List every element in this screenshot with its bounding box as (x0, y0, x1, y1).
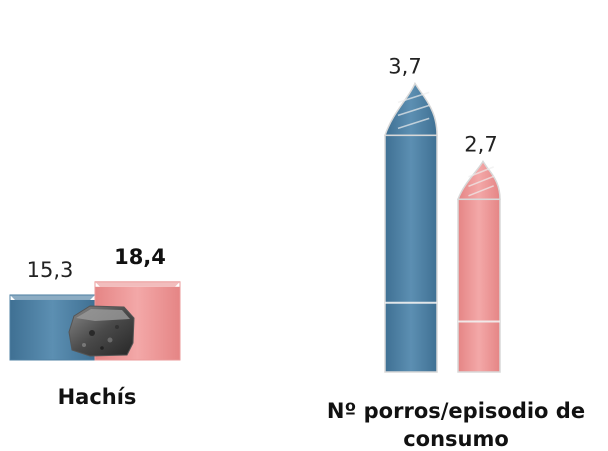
bar-porros-series-1 (383, 81, 438, 373)
category-label-porros-line2: consumo (403, 427, 509, 451)
hashish-block-image (68, 305, 135, 357)
porros-chart: 3,7 2,7 (383, 54, 501, 373)
category-label-porros-line1: Nº porros/episodio de (327, 399, 585, 423)
value-label-hachis-series-2: 18,4 (114, 245, 166, 269)
value-label-porros-series-2: 2,7 (464, 132, 497, 156)
value-label-hachis-series-1: 15,3 (27, 258, 74, 282)
category-label-hachis: Hachís (58, 385, 137, 409)
bar-porros-series-2 (456, 159, 501, 373)
value-label-porros-series-1: 3,7 (388, 54, 421, 78)
